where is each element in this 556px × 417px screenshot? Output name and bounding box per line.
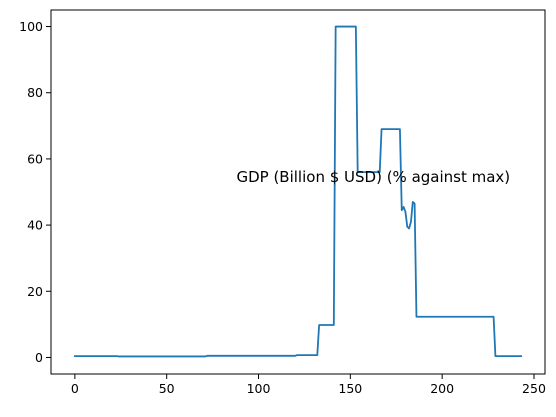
annotation-label: GDP (Billion $ USD) (% against max)	[236, 168, 510, 186]
x-tick-label: 100	[247, 381, 271, 396]
axes-frame	[50, 9, 546, 375]
x-tick-label: 250	[522, 381, 546, 396]
x-tick-label: 200	[430, 381, 454, 396]
x-tick-label: 0	[71, 381, 79, 396]
y-tick-label: 20	[27, 284, 43, 299]
y-tick-label: 40	[27, 218, 43, 233]
y-tick-label: 100	[19, 19, 43, 34]
y-tick-label: 0	[35, 350, 43, 365]
plot-area	[73, 25, 523, 358]
y-tick-label: 80	[27, 85, 43, 100]
x-tick-label: 150	[338, 381, 362, 396]
series-line-0	[73, 25, 523, 358]
x-tick-label: 50	[159, 381, 175, 396]
axes: 0 50 100 150 200 250 0 20 40 60 80 100	[19, 9, 546, 396]
y-tick-label: 60	[27, 151, 43, 166]
